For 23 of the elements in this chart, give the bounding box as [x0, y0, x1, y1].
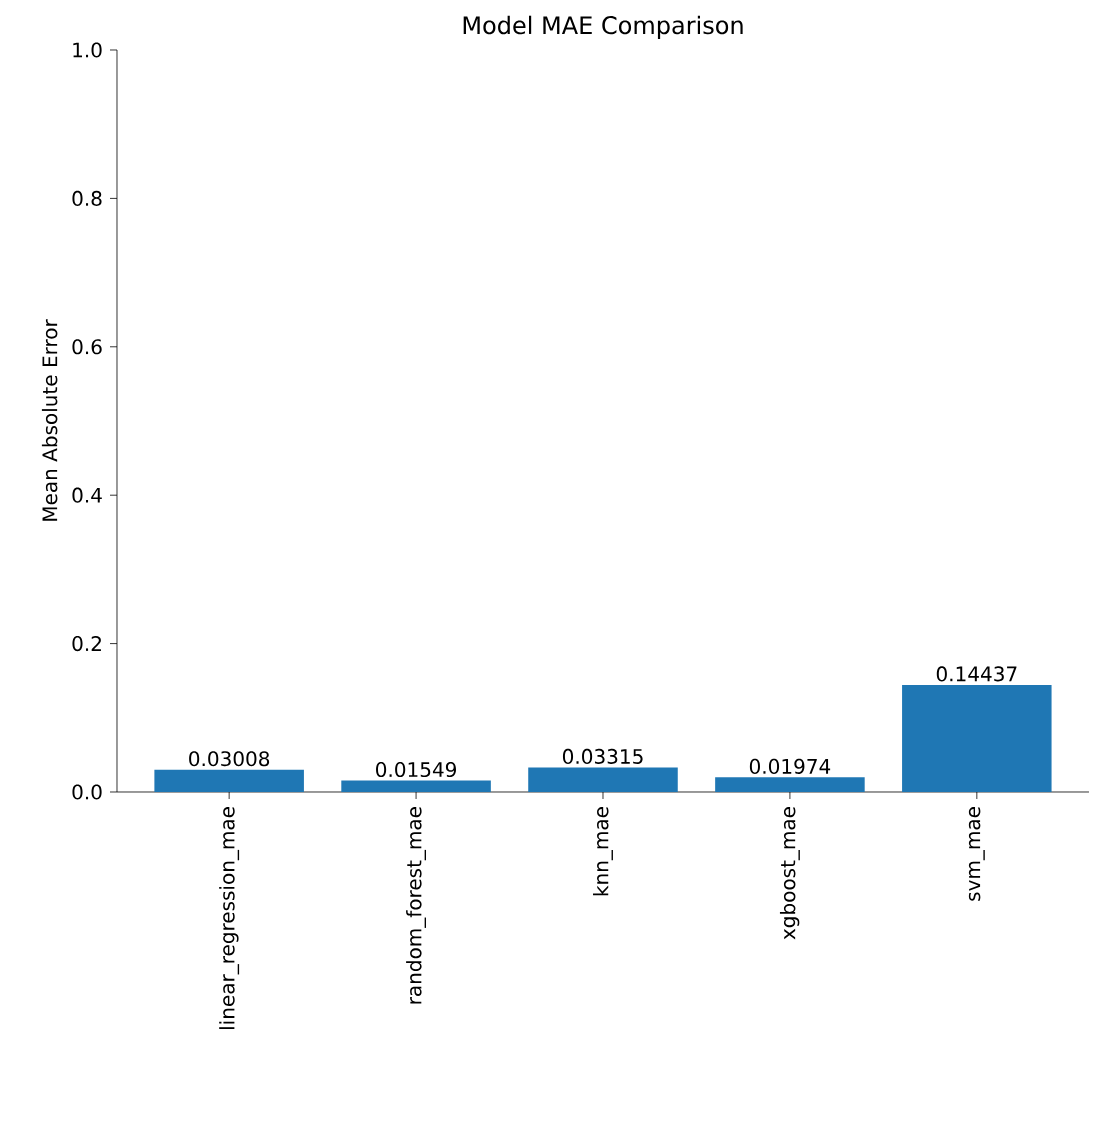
y-tick-label: 1.0 [73, 42, 102, 58]
data-label: 0.03008 [189, 751, 270, 767]
y-tick-label: 0.4 [72, 487, 102, 503]
bar [154, 769, 304, 792]
x-tick-label: random_forest_mae [406, 807, 427, 1004]
y-tick-label: 0.6 [72, 339, 102, 355]
y-axis-title: Mean Absolute Error [41, 319, 58, 521]
x-tick-label: svm_mae [968, 807, 985, 901]
x-tick-label: linear_regression_mae [219, 807, 240, 1029]
x-tick-label: knn_mae [593, 807, 613, 896]
data-label: 0.14437 [936, 666, 1017, 682]
data-label: 0.01549 [376, 761, 456, 778]
data-label: 0.01974 [749, 758, 831, 774]
y-tick-label: 0.2 [72, 636, 101, 652]
bar [341, 780, 491, 792]
bar [902, 684, 1052, 792]
bar [528, 767, 678, 792]
x-tick-label: xgboost_mae [779, 807, 800, 940]
chart-title: Model MAE Comparison [463, 15, 743, 39]
bar [715, 777, 865, 792]
y-tick-label: 0.0 [72, 784, 102, 800]
y-tick-label: 0.8 [72, 190, 102, 206]
data-label: 0.03315 [562, 748, 643, 764]
